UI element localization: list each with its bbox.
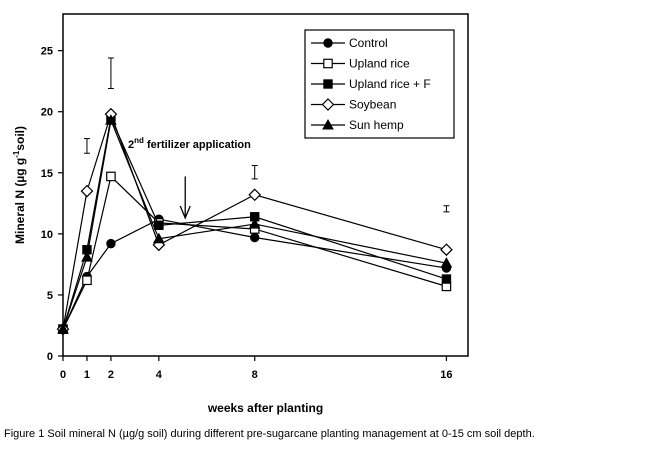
chart-legend: Control Upland rice Upland rice + F Soybean… — [304, 29, 455, 139]
figure-caption: Figure 1 Soil mineral N (µg/g soil) duri… — [4, 428, 650, 440]
data-point — [80, 184, 94, 198]
legend-marker — [323, 79, 333, 89]
annotation-arrow-head — [179, 205, 191, 220]
x-tick-label: 4 — [156, 369, 163, 381]
data-point — [250, 232, 260, 243]
error-bar — [107, 57, 114, 90]
x-tick-label: 1 — [84, 369, 90, 381]
legend-item: Upland rice + F — [311, 77, 431, 91]
error-bars — [83, 57, 450, 213]
plot-frame — [62, 13, 469, 357]
y-tick-label: 5 — [47, 290, 53, 302]
x-tick-label: 8 — [252, 369, 258, 381]
series-sun-hemp — [57, 114, 453, 334]
y-axis-title: Mineral N (µg g-1soil) — [12, 126, 27, 244]
x-tick-label: 0 — [60, 369, 66, 381]
legend-label: Control — [349, 36, 388, 50]
figure-caption-text: Soil mineral N (µg/g soil) during differ… — [47, 428, 535, 440]
legend-label: Upland rice — [349, 57, 410, 71]
data-point — [153, 232, 165, 244]
line-chart: 0 5 10 15 20 25 0 1 2 4 8 16 2nd fertilizer applica… — [12, 13, 469, 415]
chart-axes — [62, 13, 469, 357]
legend-item: Upland rice — [311, 57, 410, 71]
legend-item: Sun hemp — [311, 118, 404, 132]
data-point — [440, 257, 453, 268]
legend-marker — [322, 118, 334, 130]
legend-item: Soybean — [311, 98, 396, 112]
series-line — [62, 118, 447, 330]
chart-ticks: 0 5 10 15 20 25 0 1 2 4 8 16 — [41, 46, 453, 381]
legend-label: Upland rice + F — [349, 77, 431, 91]
error-bar — [83, 138, 90, 154]
data-point — [57, 323, 69, 334]
chart-series — [56, 107, 453, 336]
chart-area: 0 5 10 15 20 25 0 1 2 4 8 16 2nd fertilizer applica… — [12, 13, 469, 415]
legend-label: Soybean — [349, 98, 396, 112]
data-point — [105, 114, 117, 125]
x-tick-label: 2 — [108, 369, 114, 381]
data-point — [106, 171, 116, 182]
data-point — [81, 251, 93, 262]
error-bar — [251, 164, 258, 180]
data-point — [154, 220, 164, 231]
axis-titles: weeks after planting Mineral N (µg g-1soi… — [12, 126, 323, 415]
data-point — [440, 243, 453, 257]
annotation-label: 2nd fertilizer application — [128, 136, 251, 151]
legend-marker — [323, 38, 333, 48]
y-tick-label: 25 — [41, 46, 53, 58]
legend-marker — [321, 98, 335, 111]
data-point — [441, 274, 452, 284]
series-line — [62, 218, 447, 330]
data-point — [82, 275, 92, 286]
data-point — [248, 218, 261, 229]
error-bar — [443, 205, 450, 213]
y-tick-label: 10 — [41, 229, 53, 241]
y-tick-label: 15 — [41, 168, 53, 180]
legend-marker — [323, 58, 333, 69]
chart-annotation: 2nd fertilizer application — [128, 136, 251, 220]
series-line — [62, 175, 447, 330]
series-line — [62, 115, 447, 330]
y-tick-label: 0 — [47, 351, 53, 363]
y-tick-label: 20 — [41, 107, 53, 119]
legend-label: Sun hemp — [349, 118, 404, 132]
data-point — [106, 238, 116, 249]
data-point — [248, 188, 262, 202]
figure-label: Figure 1 — [4, 428, 45, 440]
legend-item: Control — [311, 36, 388, 50]
x-axis-title: weeks after planting — [207, 401, 323, 415]
x-tick-label: 16 — [440, 369, 452, 381]
